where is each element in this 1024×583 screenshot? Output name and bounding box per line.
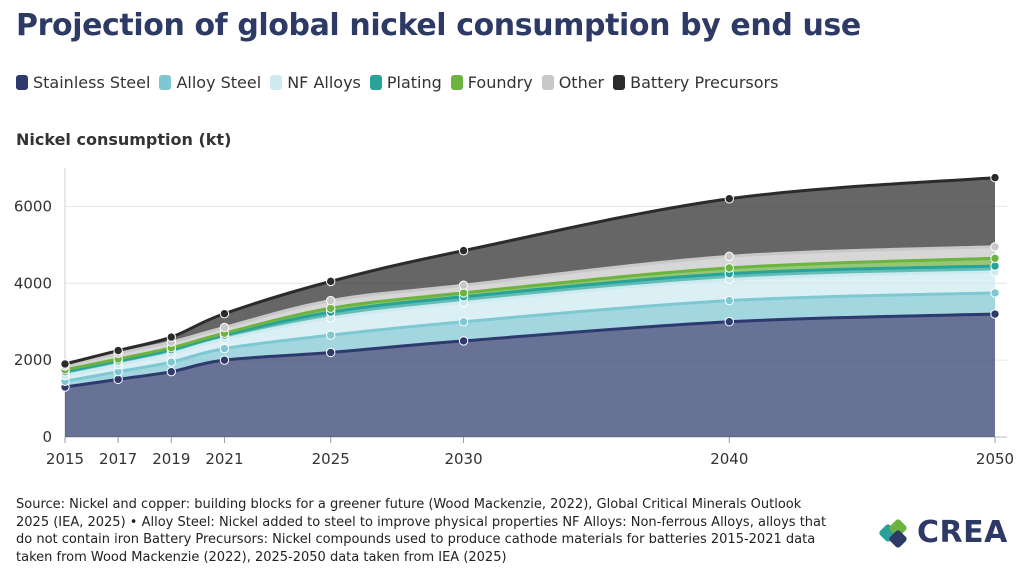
legend-item[interactable]: NF Alloys bbox=[270, 73, 361, 92]
x-tick-label: 2040 bbox=[710, 450, 748, 468]
point-battery-precursors bbox=[724, 194, 734, 204]
stacked-area-chart: 0 2000 4000 6000 2015 2017 2019 2021 2025 2030 204… bbox=[14, 168, 1014, 468]
line-stainless-steel bbox=[64, 312, 996, 389]
source-note: Source: Nickel and copper: building bloc… bbox=[16, 497, 827, 565]
crea-logo: CREA bbox=[879, 515, 1008, 550]
point-other bbox=[724, 251, 734, 262]
legend-swatch bbox=[270, 75, 283, 90]
line-nf-alloys bbox=[64, 270, 996, 377]
point-battery-precursors bbox=[60, 359, 70, 369]
crea-logo-icon bbox=[879, 518, 907, 548]
point-alloy-steel bbox=[326, 330, 336, 340]
area-stainless-steel bbox=[65, 314, 995, 437]
x-tick-label: 2030 bbox=[444, 450, 482, 468]
legend: Stainless Steel Alloy Steel NF Alloys Plati… bbox=[16, 73, 787, 92]
point-other bbox=[458, 280, 469, 290]
legend-swatch bbox=[16, 75, 28, 90]
point-alloy-steel bbox=[219, 343, 230, 354]
line-plating bbox=[64, 264, 996, 374]
legend-item[interactable]: Plating bbox=[369, 73, 442, 92]
legend-swatch bbox=[613, 75, 626, 90]
legend-label: Other bbox=[558, 73, 605, 92]
point-battery-precursors bbox=[990, 172, 1000, 183]
point-stainless-steel bbox=[458, 336, 469, 346]
y-tick-label: 0 bbox=[42, 428, 52, 446]
legend-item[interactable]: Battery Precursors bbox=[613, 73, 778, 92]
point-stainless-steel bbox=[326, 347, 336, 358]
legend-swatch bbox=[159, 75, 172, 90]
point-stainless-steel bbox=[990, 309, 1000, 319]
line-foundry bbox=[64, 256, 996, 372]
point-foundry bbox=[326, 303, 336, 313]
point-other bbox=[219, 322, 230, 333]
legend-label: Alloy Steel bbox=[176, 73, 262, 92]
point-stainless-steel bbox=[113, 374, 123, 385]
point-battery-precursors bbox=[166, 332, 176, 342]
x-tick-label: 2021 bbox=[205, 450, 243, 468]
point-battery-precursors bbox=[113, 345, 123, 356]
y-tick-label: 6000 bbox=[14, 197, 52, 215]
legend-label: Plating bbox=[386, 73, 442, 92]
point-other bbox=[990, 242, 1000, 252]
line-battery-precursors bbox=[64, 176, 996, 366]
point-stainless-steel bbox=[166, 366, 176, 377]
line-other bbox=[64, 245, 996, 368]
area-nf-alloys bbox=[65, 271, 995, 382]
point-foundry bbox=[990, 253, 1000, 264]
legend-label: NF Alloys bbox=[287, 73, 361, 92]
line-alloy-steel bbox=[64, 291, 996, 383]
point-alloy-steel bbox=[724, 295, 734, 306]
point-alloy-steel bbox=[458, 317, 469, 327]
x-tick-label: 2050 bbox=[976, 450, 1014, 468]
legend-item[interactable]: Alloy Steel bbox=[159, 73, 261, 92]
point-battery-precursors bbox=[458, 245, 469, 256]
point-battery-precursors bbox=[326, 276, 336, 287]
legend-label: Stainless Steel bbox=[33, 73, 151, 92]
legend-swatch bbox=[369, 75, 382, 90]
y-tick-label: 2000 bbox=[14, 351, 52, 369]
crea-logo-text: CREA bbox=[917, 515, 1008, 550]
legend-label: Battery Precursors bbox=[630, 73, 779, 92]
area-battery-precursors bbox=[65, 177, 995, 366]
point-alloy-steel bbox=[166, 357, 176, 367]
legend-label: Foundry bbox=[467, 73, 533, 92]
x-tick-label: 2015 bbox=[46, 450, 84, 468]
point-stainless-steel bbox=[724, 317, 734, 327]
x-tick-label: 2025 bbox=[312, 450, 350, 468]
chart-title: Projection of global nickel consumption … bbox=[16, 8, 861, 43]
point-plating bbox=[990, 261, 1000, 271]
point-alloy-steel bbox=[990, 288, 1000, 298]
point-battery-precursors bbox=[219, 308, 230, 319]
x-tick-label: 2019 bbox=[152, 450, 190, 468]
y-tick-label: 4000 bbox=[14, 274, 52, 292]
x-tick-label: 2017 bbox=[99, 450, 137, 468]
legend-item[interactable]: Foundry bbox=[450, 73, 533, 92]
legend-swatch bbox=[541, 75, 554, 90]
point-stainless-steel bbox=[219, 355, 230, 365]
point-other bbox=[326, 295, 336, 306]
legend-item[interactable]: Stainless Steel bbox=[16, 73, 150, 92]
legend-item[interactable]: Other bbox=[541, 73, 605, 92]
y-axis-title: Nickel consumption (kt) bbox=[16, 130, 232, 149]
legend-swatch bbox=[450, 75, 463, 90]
point-foundry bbox=[724, 263, 734, 273]
area-alloy-steel bbox=[65, 292, 995, 388]
area-other bbox=[65, 246, 995, 370]
point-foundry bbox=[458, 288, 469, 298]
area-layers bbox=[65, 177, 995, 437]
